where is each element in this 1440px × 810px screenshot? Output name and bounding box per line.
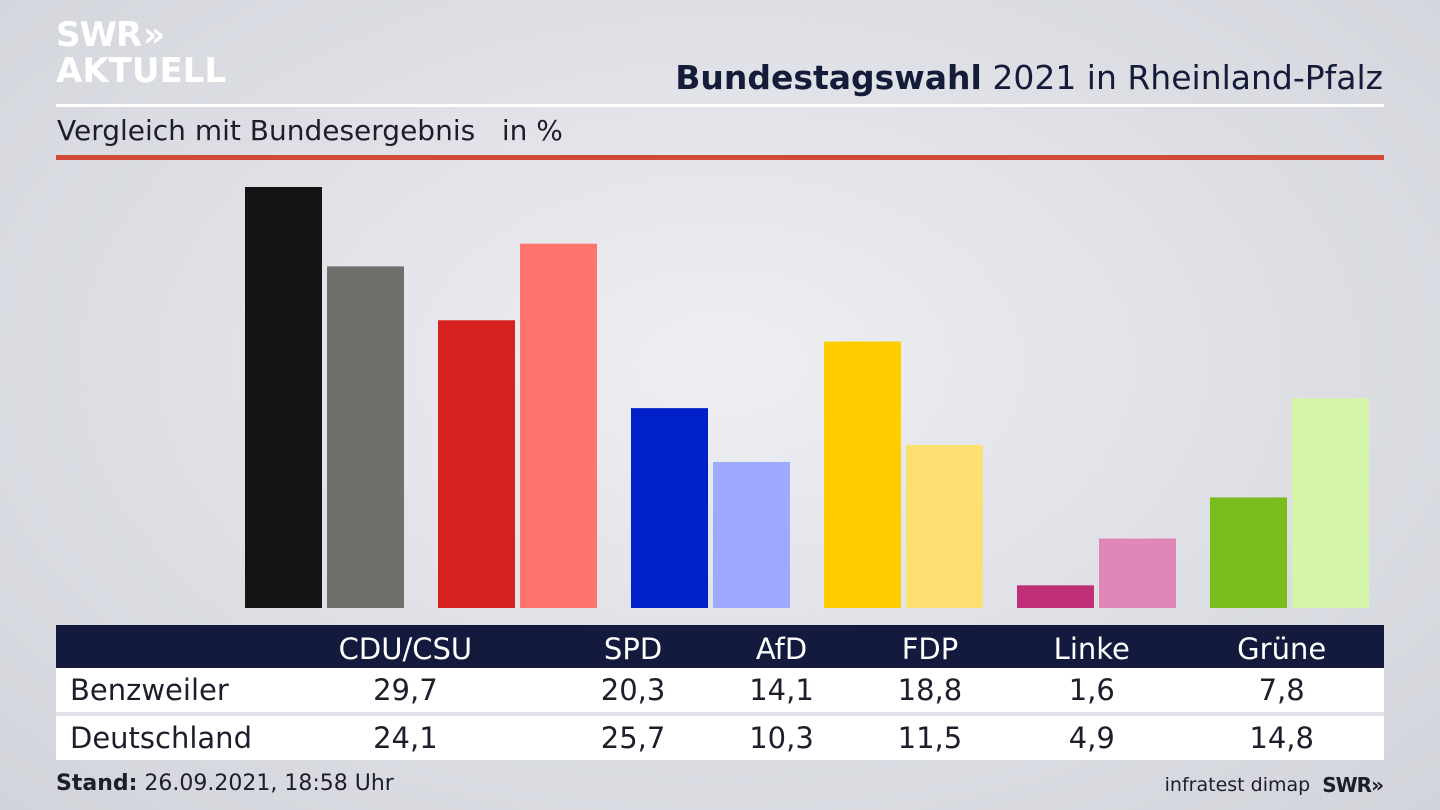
- table-cell: 20,3: [558, 668, 708, 712]
- timestamp-value: 26.09.2021, 18:58 Uhr: [137, 771, 394, 796]
- col-header: SPD: [558, 625, 708, 668]
- row-label: Benzweiler: [56, 668, 252, 712]
- chart-subtitle: Vergleich mit Bundesergebnis in %: [57, 114, 563, 147]
- table-cell: 4,9: [1004, 712, 1180, 760]
- bar-benzweiler-afd: [631, 408, 708, 608]
- bar-deutschland-spd: [520, 243, 597, 609]
- table-cell: 18,8: [855, 668, 1005, 712]
- source-credit: infratest dimap SWR»: [1164, 773, 1384, 797]
- swr-logo: SWR»: [1322, 773, 1384, 797]
- table-cell: 10,3: [707, 712, 856, 760]
- bar-benzweiler-linke: [1017, 585, 1094, 608]
- table-cell: 1,6: [1004, 668, 1180, 712]
- bar-deutschland-linke: [1099, 538, 1176, 608]
- logo-aktuell-text: AKTUELL: [56, 51, 227, 91]
- subtitle-divider: [56, 155, 1384, 160]
- table-row: Benzweiler 29,7 20,3 14,1 18,8 1,6 7,8: [56, 668, 1384, 712]
- table-cell: 29,7: [251, 668, 559, 712]
- table-cell: 11,5: [855, 712, 1005, 760]
- col-header: AfD: [707, 625, 856, 668]
- logo-swr-text: SWR: [56, 15, 142, 55]
- table-cell: 7,8: [1179, 668, 1384, 712]
- bar-deutschland-afd: [713, 461, 790, 608]
- col-header: FDP: [855, 625, 1005, 668]
- timestamp-label: Stand:: [56, 771, 138, 796]
- page-title-rest: 2021 in Rheinland-Pfalz: [981, 58, 1383, 97]
- col-header: Linke: [1004, 625, 1180, 668]
- title-divider: [56, 104, 1384, 107]
- source-text: infratest dimap: [1164, 774, 1311, 796]
- bar-deutschland-cdu-csu: [327, 266, 404, 608]
- table-cell: 25,7: [558, 712, 708, 760]
- table-cell: 14,8: [1179, 712, 1384, 760]
- col-header: CDU/CSU: [251, 625, 559, 668]
- table-cell: 24,1: [251, 712, 559, 760]
- bar-benzweiler-spd: [438, 320, 515, 608]
- table-corner: [56, 625, 252, 668]
- row-label: Deutschland: [56, 712, 252, 760]
- page-title-bold: Bundestagswahl: [675, 58, 982, 97]
- timestamp: Stand: 26.09.2021, 18:58 Uhr: [56, 771, 394, 796]
- bar-deutschland-fdp: [906, 444, 983, 608]
- table-cell: 14,1: [707, 668, 856, 712]
- results-table: CDU/CSU SPD AfD FDP Linke Grüne Benzweil…: [56, 625, 1384, 760]
- table-header-row: CDU/CSU SPD AfD FDP Linke Grüne: [56, 625, 1384, 668]
- bar-benzweiler-gr-ne: [1210, 497, 1287, 608]
- bar-benzweiler-fdp: [824, 341, 901, 608]
- swr-aktuell-logo: SWR» AKTUELL: [56, 18, 226, 88]
- table-row: Deutschland 24,1 25,7 10,3 11,5 4,9 14,8: [56, 712, 1384, 760]
- col-header: Grüne: [1179, 625, 1384, 668]
- bar-deutschland-gr-ne: [1292, 398, 1369, 608]
- bar-chart: [245, 187, 1369, 609]
- bar-benzweiler-cdu-csu: [245, 187, 322, 608]
- page-title: Bundestagswahl 2021 in Rheinland-Pfalz: [675, 58, 1383, 97]
